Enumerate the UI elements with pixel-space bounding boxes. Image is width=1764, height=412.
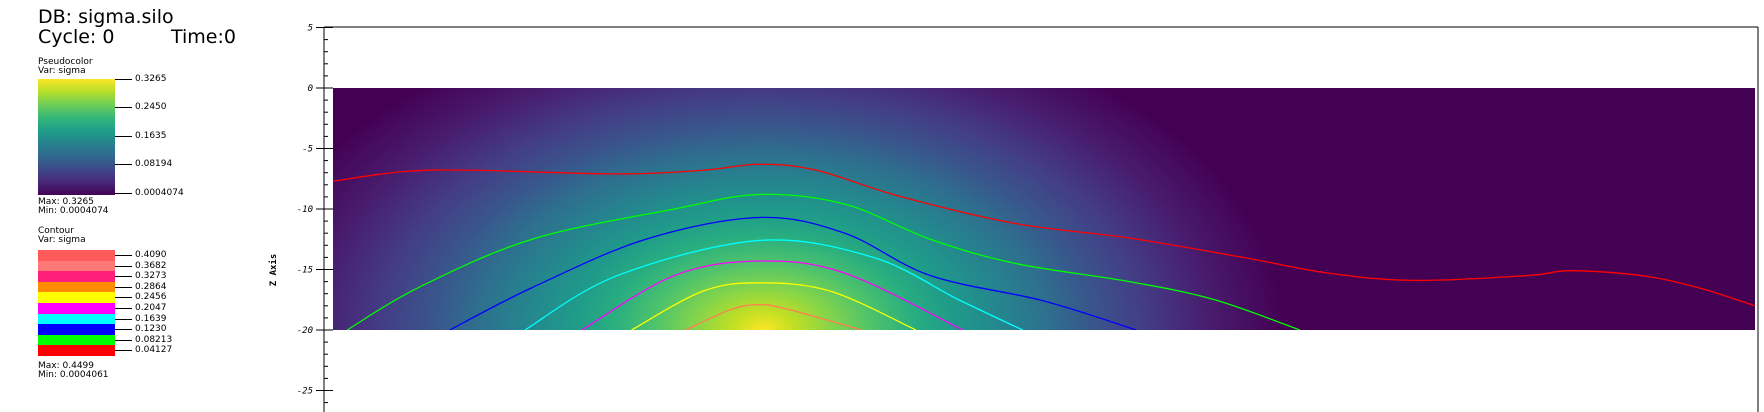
contour-level-label: 0.2047 — [135, 303, 167, 313]
contour-line — [685, 303, 863, 330]
pseudocolor-min: Min: 0.0004074 — [38, 206, 109, 216]
y-tick-label: 0 — [308, 84, 313, 94]
pseudocolor-colorbar — [38, 79, 115, 195]
pseudocolor-tick-mark — [115, 164, 132, 166]
y-tick-label: 5 — [308, 24, 313, 34]
contour-tick-mark — [115, 318, 132, 320]
contour-tick-mark — [115, 329, 132, 331]
contour-max: Max: 0.4499 — [38, 361, 94, 371]
time-label: Time:0 — [171, 26, 236, 48]
pseudocolor-var: Var: sigma — [38, 66, 86, 76]
contour-level-label: 0.1639 — [135, 313, 167, 324]
pseudocolor-max: Max: 0.3265 — [38, 197, 94, 207]
pseudocolor-tick-label: 0.3265 — [135, 74, 167, 84]
pseudocolor-tick-label: 0.0004074 — [135, 187, 184, 198]
database-title: DB: sigma.silo — [38, 6, 174, 28]
contour-line — [631, 282, 917, 330]
contour-level-swatch — [38, 303, 115, 314]
y-tick-label: -15 — [297, 266, 313, 276]
contour-level-label: 0.04127 — [135, 345, 173, 356]
contour-title: Contour — [38, 226, 74, 236]
contour-level-swatch — [38, 292, 115, 303]
contour-tick-mark — [115, 339, 132, 341]
contour-var: Var: sigma — [38, 235, 86, 245]
cycle-label: Cycle: 0 — [38, 26, 115, 48]
contour-tick-mark — [115, 297, 132, 299]
pseudocolor-tick-mark — [115, 192, 132, 194]
contour-level-swatch — [38, 334, 115, 346]
contour-line — [333, 163, 1755, 307]
pseudocolor-tick-mark — [115, 107, 132, 109]
contour-level-label: 0.2456 — [135, 292, 167, 303]
sigma-field — [333, 88, 1755, 330]
contour-level-swatch — [38, 281, 115, 293]
contour-line — [449, 216, 1137, 330]
y-tick-label: -5 — [302, 145, 313, 155]
y-tick-label: -20 — [297, 326, 313, 336]
contour-tick-mark — [115, 265, 132, 267]
pseudocolor-tick-label: 0.08194 — [135, 159, 173, 170]
contour-tick-mark — [115, 350, 132, 352]
contour-line — [524, 239, 1023, 330]
contour-level-swatch — [38, 324, 115, 335]
contour-level-label: 0.3273 — [135, 271, 167, 282]
pseudocolor-tick-mark — [115, 135, 132, 137]
contour-level-swatch — [38, 271, 115, 282]
contour-level-label: 0.1230 — [135, 324, 167, 335]
y-tick-label: -25 — [297, 387, 313, 397]
pseudocolor-tick-label: 0.1635 — [135, 130, 167, 141]
pseudocolor-title: Pseudocolor — [38, 57, 93, 67]
contour-tick-mark — [115, 276, 132, 278]
contour-level-label: 0.4090 — [135, 250, 167, 260]
contour-level-swatch — [38, 260, 115, 272]
contour-tick-mark — [115, 308, 132, 309]
contour-level-label: 0.2864 — [135, 281, 167, 292]
y-axis-label: Z Axis — [268, 254, 279, 287]
contour-level-label: 0.08213 — [135, 334, 173, 345]
contour-level-swatch — [38, 250, 115, 261]
contour-tick-mark — [115, 255, 132, 256]
contour-min: Min: 0.0004061 — [38, 370, 109, 380]
contour-line — [581, 260, 964, 330]
pseudocolor-tick-mark — [115, 79, 132, 80]
y-tick-label: -10 — [297, 205, 313, 215]
contour-level-swatch — [38, 345, 115, 356]
contour-tick-mark — [115, 286, 132, 288]
contour-level-label: 0.3682 — [135, 260, 167, 271]
pseudocolor-tick-label: 0.2450 — [135, 102, 167, 113]
contour-line — [346, 193, 1301, 330]
contour-level-swatch — [38, 313, 115, 325]
